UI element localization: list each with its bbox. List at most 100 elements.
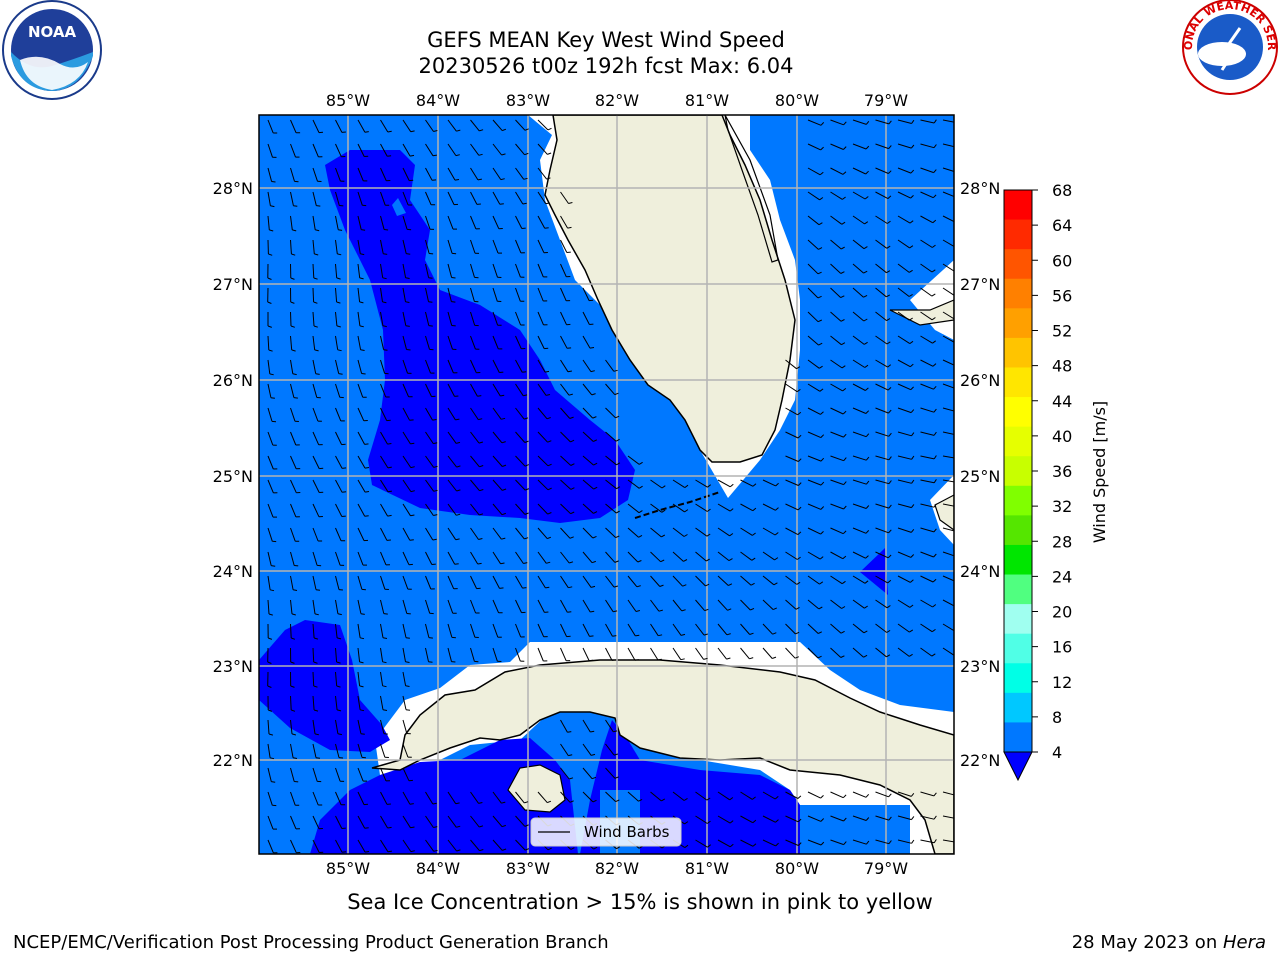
wind-barb: [470, 599, 477, 614]
wind-barb-flag: [933, 431, 937, 436]
wind-barb: [380, 311, 384, 326]
wind-barb-flag: [752, 796, 756, 800]
wind-barb: [357, 671, 361, 686]
wind-barb-flag: [502, 848, 507, 851]
wind-barb: [852, 119, 867, 125]
wind-barb: [447, 167, 456, 181]
wind-barb: [582, 791, 594, 803]
wind-barb: [942, 167, 954, 172]
footer-date: 28 May 2023 on Hera: [1072, 932, 1266, 953]
wind-barb-flag: [842, 794, 847, 799]
wind-barb-flag: [383, 613, 388, 615]
wind-barb-flag: [752, 483, 757, 487]
wind-barb: [897, 119, 912, 124]
lon-tick-label-bottom: 83°W: [506, 859, 550, 878]
wind-barb: [897, 143, 912, 149]
wind-barb: [560, 575, 569, 588]
wind-barb-flag: [842, 171, 847, 175]
wind-barb: [852, 191, 866, 200]
wind-barb: [312, 431, 320, 446]
wind-barb: [897, 455, 912, 460]
wind-barb: [290, 695, 292, 711]
wind-barb: [515, 143, 525, 156]
wind-barb: [852, 287, 864, 298]
wind-barb: [515, 407, 525, 420]
wind-barb-flag: [405, 325, 410, 327]
wind-barb: [267, 455, 274, 470]
wind-barb: [807, 815, 822, 822]
wind-barb: [762, 575, 775, 586]
wind-barb-flag: [314, 253, 319, 256]
wind-barb-flag: [290, 661, 295, 664]
wind-barb: [357, 215, 362, 230]
wind-barb-flag: [338, 373, 343, 375]
wind-barb: [335, 239, 338, 254]
wind-barb-flag: [820, 434, 825, 438]
wind-barb-flag: [797, 434, 802, 439]
wind-barb: [785, 431, 799, 439]
wind-barb: [942, 287, 954, 296]
wind-barb: [425, 527, 434, 541]
wind-barb-flag: [337, 349, 342, 352]
wind-barb: [650, 551, 661, 563]
wind-barb-flag: [908, 293, 913, 297]
wind-barb: [380, 335, 385, 350]
wind-barb-flag: [887, 387, 892, 391]
wind-barb: [425, 455, 435, 468]
wind-barb: [492, 503, 503, 516]
wind-barb-flag: [865, 120, 870, 125]
wind-barb: [402, 359, 408, 374]
wind-barb: [807, 143, 821, 151]
wind-barb-flag: [314, 349, 319, 352]
wind-barb: [402, 815, 411, 829]
wind-barb: [335, 359, 340, 374]
wind-barb-flag: [932, 340, 937, 344]
wind-barb: [447, 263, 453, 278]
wind-barb: [920, 815, 935, 820]
wind-barb: [290, 335, 293, 350]
wind-barb: [740, 623, 751, 635]
wind-barb-flag: [775, 819, 779, 823]
wind-barb: [515, 503, 526, 515]
wind-barb: [312, 767, 318, 782]
wind-barb: [875, 623, 888, 633]
wind-barb: [312, 455, 320, 469]
wind-barb: [537, 311, 544, 326]
wind-barb: [290, 167, 295, 182]
wind-barb-flag: [864, 580, 869, 584]
wind-barb-flag: [910, 579, 914, 583]
wind-barb-flag: [591, 393, 596, 396]
wind-barb: [920, 647, 933, 657]
wind-barb: [402, 575, 409, 590]
wind-barb: [560, 551, 570, 564]
wind-barb-flag: [269, 757, 275, 760]
wind-barb-flag: [337, 733, 342, 736]
footer-host: Hera: [1222, 932, 1266, 953]
wind-barb-flag: [658, 634, 663, 637]
wind-barb-flag: [545, 586, 550, 589]
wind-barb: [447, 143, 457, 156]
wind-barb-flag: [293, 205, 298, 207]
wind-barb-flag: [886, 318, 891, 322]
wind-barb-flag: [705, 583, 710, 587]
colorbar-tick-label: 60: [1052, 251, 1072, 270]
wind-barb-flag: [364, 467, 370, 469]
wind-barb-flag: [841, 606, 846, 609]
wind-barb-flag: [797, 531, 802, 535]
wind-barb-flag: [750, 607, 755, 611]
wind-barb: [312, 791, 319, 806]
wind-barb: [357, 359, 363, 374]
wind-barb: [875, 359, 888, 368]
wind-barb: [515, 839, 526, 851]
wind-barb: [470, 575, 478, 589]
wind-barb: [335, 647, 338, 663]
wind-barb-flag: [820, 531, 824, 535]
wind-barb: [470, 623, 476, 638]
wind-barb-flag: [359, 637, 365, 640]
wind-barb-flag: [387, 155, 392, 157]
wind-barb: [267, 599, 270, 615]
wind-barb: [582, 623, 590, 637]
wind-barb-flag: [524, 464, 529, 467]
wind-barb-flag: [478, 538, 483, 540]
wind-barb: [560, 359, 569, 373]
